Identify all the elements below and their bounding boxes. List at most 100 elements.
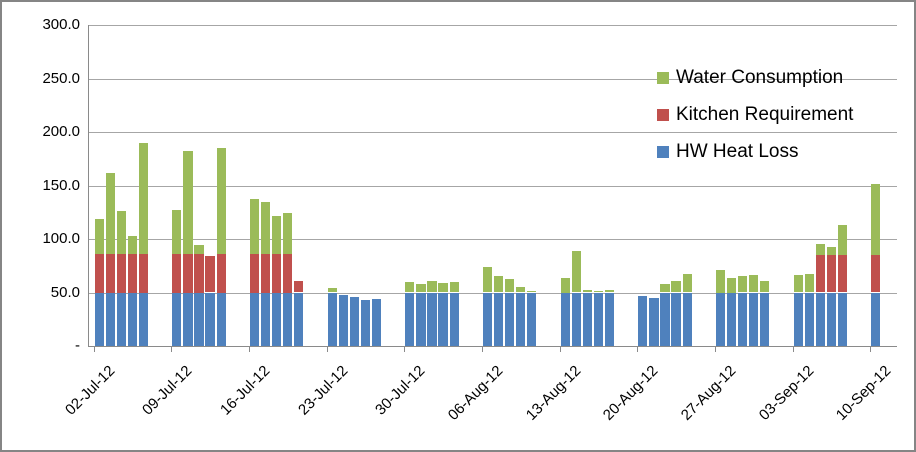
bar-segment-hw <box>327 292 337 346</box>
legend-item-water-consumption: Water Consumption <box>657 66 853 90</box>
legend-swatch-water-consumption <box>657 72 669 84</box>
bar-segment-kitchen <box>249 254 260 293</box>
bar-segment-water <box>194 245 204 254</box>
bar-segment-water <box>172 210 182 254</box>
bar-segment-hw <box>527 292 537 346</box>
bar-segment-water <box>416 283 426 293</box>
bar-segment-hw <box>371 298 382 346</box>
legend-swatch-hw-heat-loss <box>657 146 669 158</box>
x-axis-line <box>88 346 897 347</box>
bar-segment-hw <box>438 292 448 346</box>
legend-item-kitchen-requirement: Kitchen Requirement <box>657 103 853 127</box>
bar-segment-hw <box>660 292 670 346</box>
bar-segment-water <box>826 246 837 256</box>
bar-segment-hw <box>116 292 126 346</box>
bar-segment-hw <box>682 292 692 346</box>
bar-segment-hw <box>604 292 615 346</box>
x-axis-label: 06-Aug-12 <box>444 362 507 424</box>
bar-segment-water <box>260 201 271 254</box>
bar-segment-water <box>272 215 282 254</box>
bar-segment-hw <box>649 297 659 346</box>
bar-segment-kitchen <box>116 254 126 293</box>
bar-segment-hw <box>138 292 149 346</box>
x-axis-label: 13-Aug-12 <box>522 362 585 424</box>
bar-segment-water <box>726 277 737 293</box>
bar-segment-hw <box>671 292 681 346</box>
bar-segment-kitchen <box>205 256 215 293</box>
gridline <box>88 292 897 294</box>
bar-segment-kitchen <box>105 254 115 293</box>
x-axis-tick <box>637 346 639 352</box>
bar-segment-water <box>183 151 193 254</box>
bar-segment-hw <box>582 292 592 346</box>
bar-segment-water <box>127 235 138 254</box>
x-axis-tick <box>326 346 328 352</box>
x-axis-tick <box>482 346 483 352</box>
bar-segment-hw <box>516 292 526 346</box>
bar-segment-hw <box>172 292 182 346</box>
bar-segment-water <box>749 275 759 293</box>
bar-segment-hw <box>338 294 348 346</box>
bar-segment-hw <box>560 292 570 346</box>
bar-segment-hw <box>815 292 825 346</box>
bar-segment-kitchen <box>815 255 825 293</box>
bar-segment-kitchen <box>172 254 182 293</box>
y-axis-line <box>88 25 89 346</box>
bar-segment-hw <box>249 292 260 346</box>
bar-segment-kitchen <box>94 254 104 293</box>
x-axis-tick <box>171 346 173 352</box>
bar-segment-water <box>604 290 615 293</box>
bar-segment-hw <box>194 292 204 346</box>
gridline <box>88 185 897 187</box>
bar-segment-water <box>815 244 825 255</box>
x-axis-tick <box>559 346 561 352</box>
bar-segment-hw <box>405 292 415 346</box>
bar-segment-water <box>871 184 881 255</box>
bar-segment-water <box>593 291 604 293</box>
bar-segment-hw <box>416 292 426 346</box>
bar-segment-hw <box>738 292 748 346</box>
x-axis-tick <box>404 346 406 352</box>
bar-segment-hw <box>726 292 737 346</box>
x-axis-tick <box>93 346 95 352</box>
bar-segment-hw <box>216 292 226 346</box>
bar-segment-water <box>249 199 260 254</box>
x-axis-tick <box>870 346 872 352</box>
bar-segment-water <box>527 290 537 293</box>
bar-segment-water <box>427 280 437 293</box>
bar-segment-hw <box>837 292 848 346</box>
bar-segment-hw <box>482 292 493 346</box>
bar-segment-hw <box>760 292 770 346</box>
bar-segment-hw <box>593 292 604 346</box>
x-axis-label: 23-Jul-12 <box>294 362 352 419</box>
bar-segment-kitchen <box>194 254 204 293</box>
x-axis-tick <box>249 346 250 352</box>
bar-segment-kitchen <box>294 280 304 293</box>
bar-segment-water <box>760 280 770 293</box>
bar-segment-water <box>216 148 226 254</box>
bar-segment-kitchen <box>272 254 282 293</box>
bar-segment-hw <box>427 292 437 346</box>
y-axis-label: 200.0 <box>42 123 80 140</box>
bar-segment-hw <box>793 292 803 346</box>
x-axis-tick <box>792 346 794 352</box>
y-axis-label: 300.0 <box>42 16 80 33</box>
bar-segment-kitchen <box>127 254 138 293</box>
bar-segment-water <box>837 225 848 256</box>
bar-segment-water <box>516 287 526 293</box>
bar-segment-water <box>682 274 692 293</box>
gridline <box>88 25 897 26</box>
bar-segment-hw <box>105 292 115 346</box>
x-axis-label: 16-Jul-12 <box>217 362 274 419</box>
x-axis-label: 03-Sep-12 <box>755 362 818 424</box>
bar-segment-hw <box>360 299 371 346</box>
bar-segment-water <box>283 213 293 254</box>
bar-segment-hw <box>505 292 515 346</box>
x-axis-label: 02-Jul-12 <box>61 362 119 419</box>
legend-label: Kitchen Requirement <box>676 104 854 125</box>
y-axis-label: 100.0 <box>42 230 80 247</box>
bar-segment-hw <box>715 292 726 346</box>
bar-segment-water <box>738 276 748 293</box>
bar-segment-water <box>715 270 726 293</box>
